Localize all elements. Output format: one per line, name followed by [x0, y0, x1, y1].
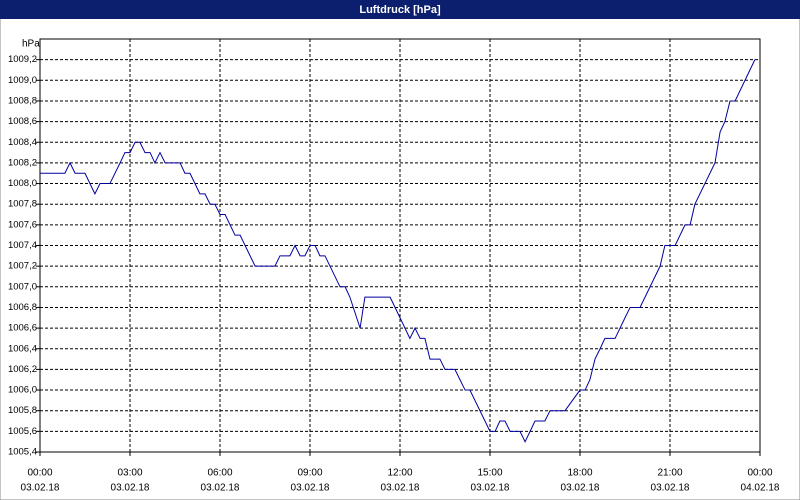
title-bar	[0, 0, 800, 19]
y-tick-label: 1009,2	[8, 54, 37, 65]
y-tick-label: 1006,0	[8, 385, 37, 396]
x-tick-label: 15:00	[477, 468, 502, 479]
x-tick-date: 03.02.18	[291, 483, 330, 494]
x-tick-date: 03.02.18	[381, 483, 420, 494]
x-tick-label: 00:00	[747, 468, 772, 479]
y-tick-label: 1008,4	[8, 137, 37, 148]
x-tick-date: 03.02.18	[21, 483, 60, 494]
chart-title: Luftdruck [hPa]	[359, 4, 441, 16]
y-tick-label: 1009,0	[8, 75, 37, 86]
y-tick-label: 1006,2	[8, 364, 37, 375]
y-tick-label: 1007,4	[8, 240, 37, 251]
x-tick-label: 21:00	[657, 468, 682, 479]
y-tick-label: 1008,6	[8, 116, 37, 127]
y-tick-label: 1007,0	[8, 281, 37, 292]
x-tick-label: 09:00	[297, 468, 322, 479]
y-tick-label: 1006,8	[8, 302, 37, 313]
y-tick-label: 1006,4	[8, 343, 37, 354]
x-tick-label: 12:00	[387, 468, 412, 479]
x-tick-date: 03.02.18	[471, 483, 510, 494]
y-tick-label: 1006,6	[8, 323, 37, 334]
y-tick-label: 1008,0	[8, 178, 37, 189]
y-tick-label: 1005,4	[8, 447, 37, 458]
data-line	[40, 59, 756, 443]
x-tick-label: 00:00	[27, 468, 52, 479]
x-tick-date: 03.02.18	[111, 483, 150, 494]
x-tick-date: 04.02.18	[741, 483, 780, 494]
y-tick-label: 1008,2	[8, 157, 37, 168]
x-tick-label: 18:00	[567, 468, 592, 479]
x-tick-date: 03.02.18	[651, 483, 690, 494]
x-tick-label: 03:00	[117, 468, 142, 479]
y-tick-label: 1008,8	[8, 95, 37, 106]
y-tick-label: 1005,6	[8, 426, 37, 437]
y-tick-label: 1007,2	[8, 261, 37, 272]
x-tick-label: 06:00	[207, 468, 232, 479]
y-axis-label: hPa	[22, 39, 40, 50]
y-tick-label: 1007,8	[8, 199, 37, 210]
x-tick-date: 03.02.18	[201, 483, 240, 494]
y-tick-label: 1005,8	[8, 405, 37, 416]
x-tick-date: 03.02.18	[561, 483, 600, 494]
y-tick-label: 1007,6	[8, 219, 37, 230]
